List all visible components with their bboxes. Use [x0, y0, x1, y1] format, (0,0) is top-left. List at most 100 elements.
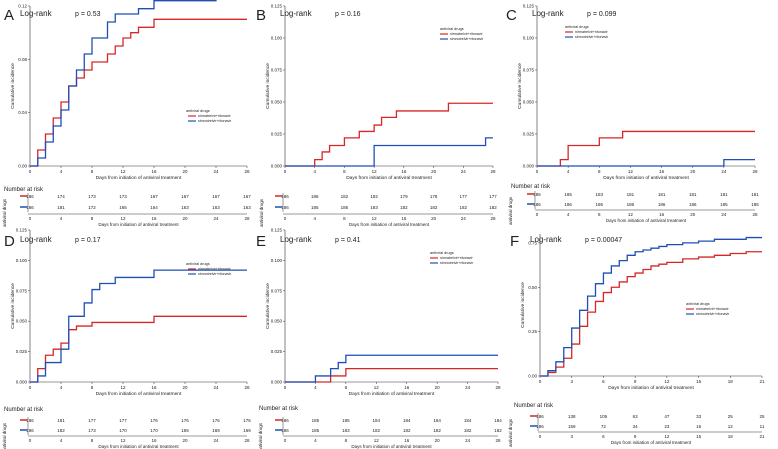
panel-d-risk-xtick-label: 4: [60, 438, 63, 443]
panel-e-risk-xtick-label: 28: [495, 438, 501, 443]
panel-a-xlabel: Days from initiation of antiviral treatm…: [96, 175, 182, 181]
panel-e-risk-s1-value: 184: [403, 418, 411, 423]
panel-e-risk-s2-value: 185: [312, 428, 320, 433]
panel-d-risk-xtick-label: 24: [213, 438, 219, 443]
panel-a-risk-xtick-label: 20: [182, 216, 188, 221]
panel-c-risk-s2-value: 186: [689, 202, 697, 207]
panel-f-risk-s2-value: 16: [696, 424, 702, 429]
panel-f-risk-s1-value: 25: [759, 414, 765, 419]
panel-c-xlabel: Days from initiation of antiviral treatm…: [603, 175, 689, 181]
panel-d-risk-ylabel: antiviral drugs: [2, 422, 7, 449]
panel-e-risk-s2-value: 186: [281, 428, 289, 433]
panel-e-risk-title: Number at risk: [259, 406, 299, 412]
panel-e-risk-s1-value: 184: [464, 418, 472, 423]
panel-a-risk-xtick-label: 12: [120, 216, 126, 221]
panel-f-xlabel: Days from initiation of antiviral treatm…: [608, 385, 694, 391]
panel-c-xtick-label: 20: [690, 169, 696, 174]
panel-c-risk-s2-value: 185: [720, 202, 728, 207]
panel-e-xtick-label: 0: [284, 385, 287, 390]
panel-a-xtick-label: 20: [182, 169, 188, 174]
panel-d-series-1-curve: [30, 315, 247, 383]
panel-e-ytick-label: 0.100: [271, 258, 283, 263]
panel-f-logrank-label: Log-rank: [530, 235, 563, 244]
panel-e-xtick-label: 24: [465, 385, 471, 390]
panel-e-risk-s1-value: 184: [494, 418, 502, 423]
panel-b-risk-xtick-label: 8: [343, 216, 346, 221]
panel-f-risk-s2-value: 159: [568, 424, 576, 429]
panel-b-ytick-label: 0.125: [271, 4, 283, 9]
panel-e-risk-s1-value: 185: [312, 418, 320, 423]
panel-b-risk-ylabel: antiviral drugs: [259, 198, 264, 227]
panel-d-risk-s2-value: 169: [212, 428, 220, 433]
panel-d-ytick-label: 0.075: [16, 288, 28, 293]
panel-c-series-1-curve: [537, 130, 755, 167]
panel-c-risk-s2-value: 186: [564, 202, 572, 207]
panel-b-risk-s2-value: 182: [489, 205, 497, 210]
panel-e-xlabel: Days from initiation of antiviral treatm…: [349, 391, 435, 397]
panel-d-risk-xtick-label: 0: [29, 438, 32, 443]
panel-f-risk-s2-value: 12: [728, 424, 734, 429]
panel-a-risk-s2-value: 172: [88, 205, 96, 210]
panel-c-ytick-label: 0.100: [523, 36, 535, 41]
panel-f-legend-title: antiviral drugs: [686, 302, 710, 306]
panel-d-risk-xtick-label: 28: [244, 438, 250, 443]
panel-e-risk-xtick-label: 24: [465, 438, 471, 443]
panel-d-risk-xtick-label: 16: [151, 438, 157, 443]
panel-c-risk-s1-value: 181: [689, 192, 697, 197]
panel-a-risk-xtick-label: 28: [244, 216, 250, 221]
panel-b-legend-title: antiviral drugs: [440, 27, 464, 31]
panel-a-ytick-label: 0.04: [18, 110, 27, 115]
panel-e-ytick-label: 0.000: [271, 380, 283, 385]
panel-a-risk-s2-value: 163: [181, 205, 189, 210]
panel-b-xtick-label: 24: [461, 169, 467, 174]
panel-b-risk-xlabel: Days from initiation of antiviral treatm…: [349, 222, 430, 227]
panel-d-risk-s2-value: 169: [243, 428, 251, 433]
panel-e-xtick-label: 16: [404, 385, 410, 390]
panel-f-series-1-curve: [540, 251, 762, 377]
panel-d-xtick-label: 4: [60, 385, 63, 390]
panel-d-risk-s1-value: 181: [57, 418, 65, 423]
panel-d-letter: D: [4, 233, 15, 250]
panel-d-logrank-label: Log-rank: [20, 235, 53, 244]
panel-e-series-1-curve: [285, 367, 498, 383]
panel-d-legend-entry-2: simnotrelvir+ritonavir: [198, 272, 232, 276]
panel-b-xtick-label: 16: [401, 169, 407, 174]
panel-f-risk-xtick-label: 18: [728, 434, 734, 439]
panel-a-risk-s2-value: 181: [57, 205, 65, 210]
panel-a-xtick-label: 28: [244, 169, 250, 174]
panel-c-ytick-label: 0.025: [523, 132, 535, 137]
panel-b-risk-s1-value: 186: [281, 194, 289, 199]
panel-c-risk-s1-value: 183: [596, 192, 604, 197]
panel-b-series-1-curve: [285, 102, 493, 167]
panel-d-xlabel: Days from initiation of antiviral treatm…: [96, 391, 182, 397]
panel-c-risk-xtick-label: 28: [752, 212, 758, 217]
panel-f-risk-s1-value: 138: [568, 414, 576, 419]
panel-b-legend-entry-1: nirmatrelvir+ritonavir: [450, 32, 483, 36]
panel-c-risk-xtick-label: 20: [690, 212, 696, 217]
panel-d-risk-s1-value: 177: [88, 418, 96, 423]
panel-e-risk-s2-value: 182: [433, 428, 441, 433]
panel-f-risk-s1-value: 63: [633, 414, 639, 419]
panel-c-risk-xlabel: Days from initiation of antiviral treatm…: [606, 218, 687, 223]
panel-a-legend-title: antiviral drugs: [186, 109, 210, 113]
panel-f-xtick-label: 21: [759, 379, 765, 384]
panel-b-ylabel: Cumulative incidence: [265, 63, 271, 109]
panel-e-risk-s1-value: 184: [433, 418, 441, 423]
panel-e-series-2-curve: [285, 354, 498, 383]
panel-f-risk-xtick-label: 3: [570, 434, 573, 439]
panel-b-risk-s1-value: 182: [370, 194, 378, 199]
panel-d-xtick-label: 12: [120, 385, 126, 390]
panel-e-risk-s2-value: 182: [373, 428, 381, 433]
panel-e-risk-xtick-label: 4: [314, 438, 317, 443]
panel-c-legend-entry-2: simnotrelvir+ritonavir: [575, 35, 609, 39]
panel-e-risk-xtick-label: 8: [345, 438, 348, 443]
panel-c-ytick-label: 0.125: [523, 4, 535, 9]
panel-d-risk-s1-value: 186: [26, 418, 34, 423]
panel-d-xtick-label: 8: [91, 385, 94, 390]
panel-e-ytick-label: 0.125: [271, 228, 283, 233]
panel-a-risk-xlabel: Days from initiation of antiviral treatm…: [98, 222, 179, 227]
panel-b-ytick-label: 0.000: [271, 164, 283, 169]
panel-f-risk-s1-value: 186: [536, 414, 544, 419]
panel-b-xtick-label: 4: [313, 169, 316, 174]
panel-c-risk-xtick-label: 0: [536, 212, 539, 217]
